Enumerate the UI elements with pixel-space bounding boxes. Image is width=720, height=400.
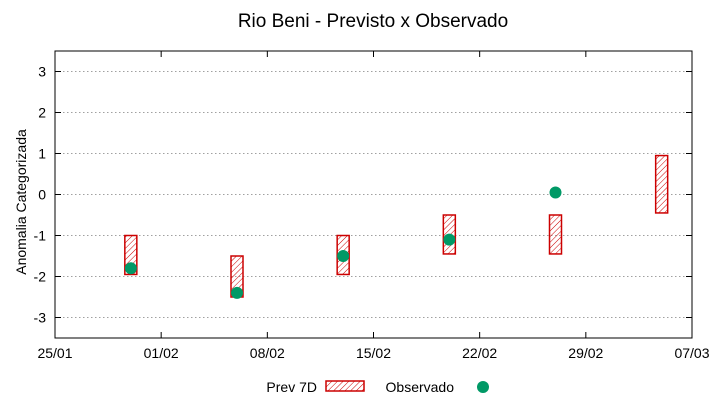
y-tick-label: 1	[38, 146, 46, 162]
y-tick-label: 0	[38, 187, 46, 203]
observado-point	[443, 233, 456, 246]
legend-swatch-prev-7d	[325, 380, 365, 392]
x-tick-label: 15/02	[356, 345, 391, 361]
legend-label-prev-7d: Prev 7D	[266, 379, 317, 395]
observado-series	[124, 186, 562, 299]
prev-7d-box	[548, 214, 563, 255]
x-tick-label: 08/02	[250, 345, 285, 361]
legend-label-observado: Observado	[386, 379, 455, 395]
prev-7d-box	[654, 154, 669, 214]
chart-title: Rio Beni - Previsto x Observado	[238, 11, 508, 32]
legend: Prev 7D Observado	[266, 379, 489, 395]
x-tick-label: 01/02	[144, 345, 179, 361]
y-axis: -3 -2 -1 0 1 2 3	[34, 64, 692, 326]
y-tick-label: 2	[38, 105, 46, 121]
x-tick-label: 22/02	[462, 345, 497, 361]
x-tick-label: 29/02	[568, 345, 603, 361]
y-tick-label: 3	[38, 64, 46, 80]
legend-swatch-observado	[477, 381, 489, 393]
x-tick-label: 25/01	[37, 345, 72, 361]
x-tick-label: 07/03	[674, 345, 709, 361]
y-tick-label: -1	[34, 228, 47, 244]
grid	[55, 71, 692, 318]
x-axis: 25/01 01/02 08/02 15/02 22/02 29/02 07/03	[37, 51, 710, 361]
y-tick-label: -2	[34, 269, 47, 285]
y-tick-label: -3	[34, 310, 47, 326]
observado-point	[549, 186, 562, 199]
prev-7d-series	[124, 154, 669, 298]
y-axis-label: Anomalia Categorizada	[13, 129, 29, 275]
observado-point	[337, 250, 350, 262]
observado-point	[124, 262, 137, 275]
observado-point	[231, 286, 243, 299]
